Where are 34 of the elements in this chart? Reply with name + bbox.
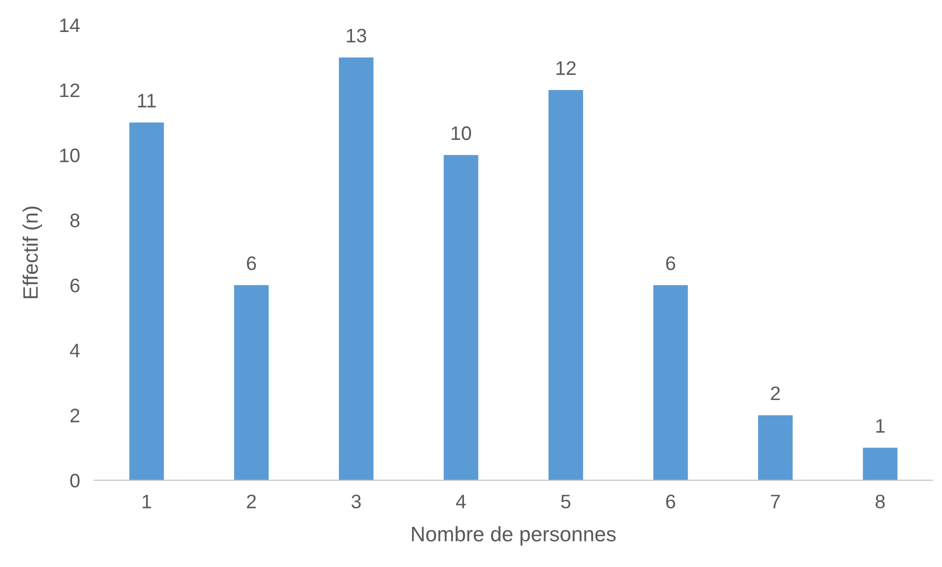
- y-tick-label: 14: [60, 18, 80, 32]
- bar: [548, 90, 584, 480]
- bar: [653, 285, 688, 480]
- x-tick-label: 3: [352, 494, 361, 508]
- bar: [444, 155, 478, 480]
- x-tick-label: 5: [561, 494, 570, 508]
- x-tick-label: 8: [876, 494, 885, 508]
- y-tick-label: 8: [70, 214, 80, 228]
- y-tick-label: 6: [70, 278, 80, 292]
- bar: [862, 448, 898, 480]
- y-axis-title: Effectif (n): [22, 206, 42, 298]
- data-label: 11: [138, 94, 156, 108]
- data-label: 6: [666, 256, 676, 270]
- x-tick-label: 6: [666, 494, 676, 508]
- bar: [758, 415, 793, 480]
- y-tick-label: 10: [60, 148, 80, 162]
- y-tick-label: 4: [70, 344, 80, 358]
- data-label: 2: [770, 386, 780, 400]
- data-label: 12: [556, 61, 576, 75]
- bar: [338, 57, 374, 480]
- data-label: 1: [876, 419, 885, 433]
- bar: [129, 122, 164, 480]
- y-tick-label: 0: [70, 474, 80, 488]
- y-tick-label: 12: [60, 83, 80, 98]
- x-tick-label: 7: [770, 494, 780, 508]
- data-label: 13: [346, 28, 366, 43]
- x-axis-title: Nombre de personnes: [412, 526, 616, 546]
- data-label: 10: [452, 126, 472, 140]
- x-tick-label: 4: [456, 494, 466, 508]
- x-tick-label: 1: [142, 494, 152, 508]
- y-tick-label: 2: [70, 408, 80, 422]
- bar: [234, 285, 269, 480]
- x-tick-label: 2: [246, 494, 256, 508]
- data-label: 6: [246, 256, 256, 270]
